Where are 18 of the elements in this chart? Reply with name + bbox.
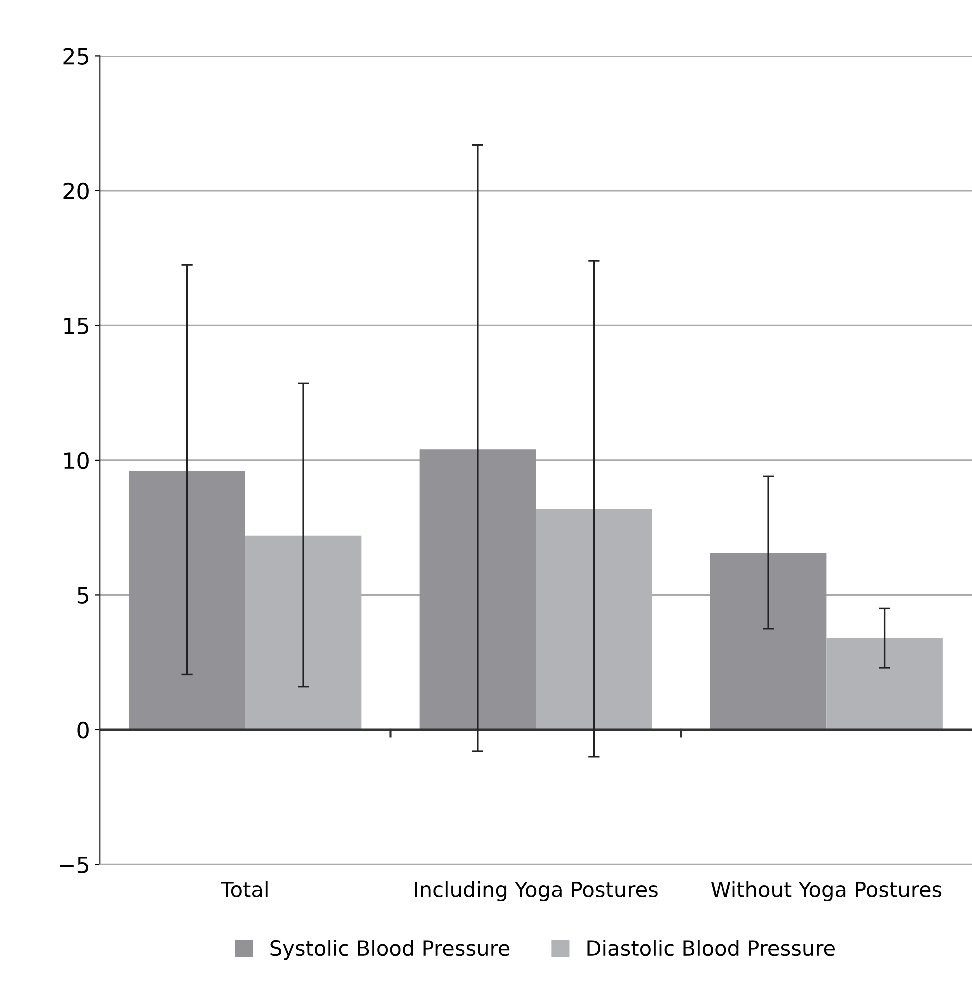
bar (420, 450, 536, 730)
y-tick-label: 20 (64, 182, 89, 200)
x-tick-label: Total (221, 881, 268, 898)
bar (129, 471, 246, 730)
bar (710, 553, 827, 730)
y-tick-label: −5 (60, 856, 88, 874)
y-tick-label: 25 (64, 48, 88, 65)
legend-label: Diastolic Blood Pressure (588, 940, 835, 956)
x-tick-label: Without Yoga Postures (711, 881, 942, 902)
legend-label: Systolic Blood Pressure (270, 940, 510, 960)
bar (536, 508, 652, 730)
y-tick-label: 0 (78, 722, 89, 739)
x-tick-label: Including Yoga Postures (415, 881, 658, 902)
y-tick-label: 10 (64, 452, 89, 470)
y-tick-label: 5 (78, 587, 88, 604)
bar (245, 536, 362, 730)
y-tick-label: 15 (64, 318, 88, 334)
bar (826, 638, 943, 730)
